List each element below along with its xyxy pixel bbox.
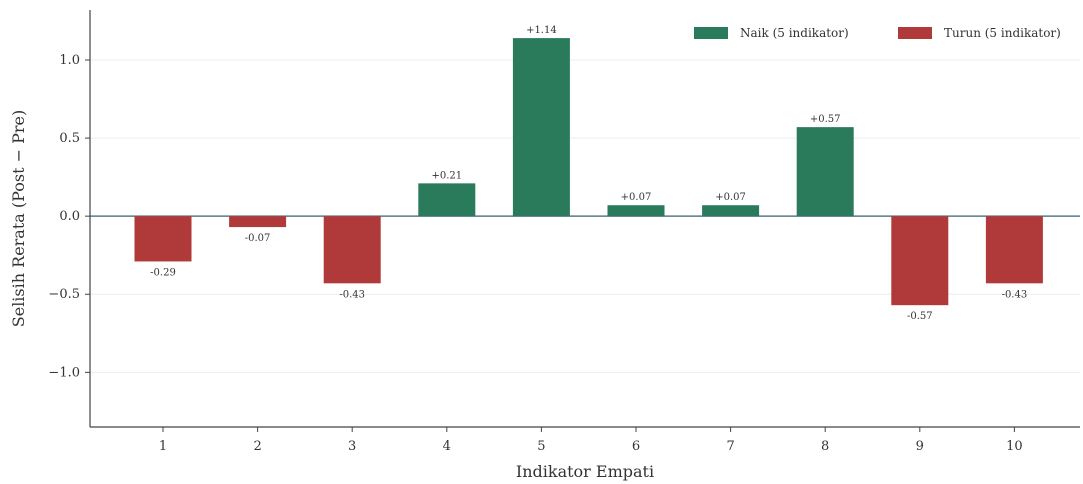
x-tick-label-6: 7 xyxy=(726,439,734,454)
legend: Naik (5 indikator) Turun (5 indikator) xyxy=(694,26,1061,40)
bar-5 xyxy=(512,38,570,217)
data-label-8: +0.57 xyxy=(810,114,841,125)
data-labels: -0.29 -0.07 -0.43 +0.21 +1.14 +0.07 +0.07 +0.57… xyxy=(150,25,1027,322)
x-tick-label-7: 8 xyxy=(821,439,829,454)
bar-4 xyxy=(418,183,476,217)
bar-3 xyxy=(323,216,381,284)
y-tick-label-3: 0.5 xyxy=(59,131,80,146)
y-tick-label-1: −0.5 xyxy=(48,287,80,302)
data-label-3: -0.43 xyxy=(339,289,365,300)
bar-7 xyxy=(702,205,760,217)
legend-label-turun: Turun (5 indikator) xyxy=(944,26,1061,40)
y-axis-label: Selisih Rerata (Post − Pre) xyxy=(9,110,28,327)
axes xyxy=(89,10,1080,428)
y-axis-ticks: −1.0 −0.5 0.0 0.5 1.0 xyxy=(48,53,90,380)
bar-2 xyxy=(229,216,287,228)
data-label-5: +1.14 xyxy=(526,25,557,36)
x-tick-label-4: 5 xyxy=(537,439,545,454)
bar-1 xyxy=(134,216,192,262)
data-label-2: -0.07 xyxy=(245,233,271,244)
data-label-10: -0.43 xyxy=(1002,289,1028,300)
legend-label-naik: Naik (5 indikator) xyxy=(740,26,849,40)
bar-8 xyxy=(796,127,854,217)
data-label-4: +0.21 xyxy=(431,170,462,181)
bar-10 xyxy=(985,216,1043,284)
x-tick-label-3: 4 xyxy=(443,439,451,454)
data-label-6: +0.07 xyxy=(621,192,652,203)
bar-6 xyxy=(607,205,665,217)
x-tick-label-0: 1 xyxy=(159,439,167,454)
data-label-7: +0.07 xyxy=(715,192,746,203)
y-tick-label-0: −1.0 xyxy=(48,365,80,380)
bars xyxy=(134,38,1043,306)
x-tick-label-5: 6 xyxy=(632,439,640,454)
legend-swatch-naik xyxy=(694,27,728,39)
x-tick-label-8: 9 xyxy=(916,439,924,454)
data-label-9: -0.57 xyxy=(907,311,933,322)
data-label-1: -0.29 xyxy=(150,267,176,278)
y-tick-label-2: 0.0 xyxy=(59,209,80,224)
x-tick-label-1: 2 xyxy=(253,439,261,454)
legend-swatch-turun xyxy=(898,27,932,39)
x-tick-label-9: 10 xyxy=(1006,439,1023,454)
x-tick-label-2: 3 xyxy=(348,439,356,454)
x-axis-label: Indikator Empati xyxy=(516,462,654,481)
bar-9 xyxy=(891,216,949,306)
x-axis-ticks: 1 2 3 4 5 6 7 8 9 10 xyxy=(159,427,1023,454)
y-tick-label-4: 1.0 xyxy=(59,53,80,68)
